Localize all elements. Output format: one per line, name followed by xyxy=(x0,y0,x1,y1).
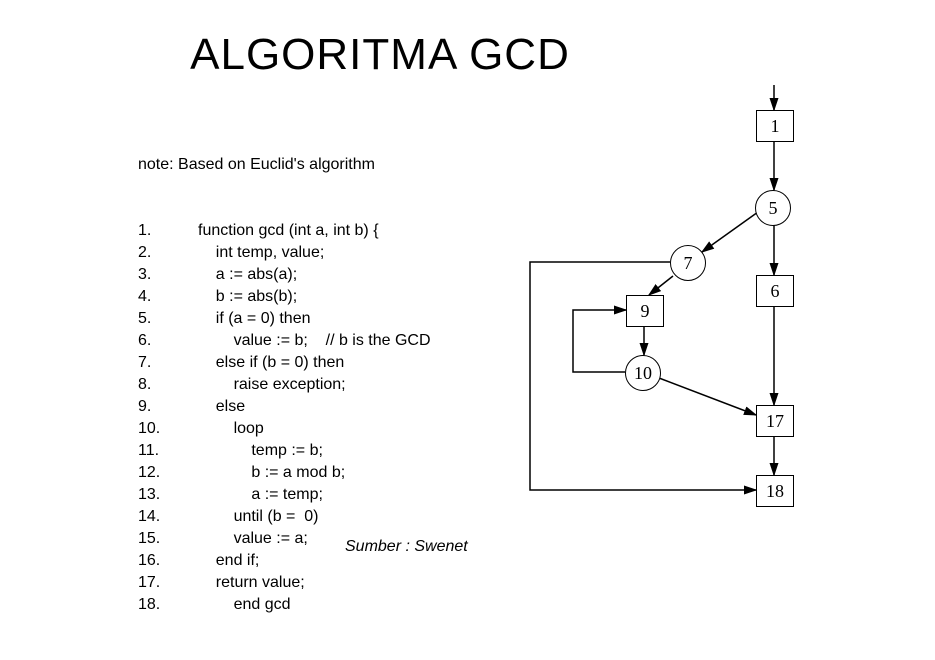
flow-node-1: 1 xyxy=(756,110,794,142)
flow-node-10: 10 xyxy=(625,355,661,391)
page: ALGORITMA GCD note: Based on Euclid's al… xyxy=(0,0,935,612)
flow-node-18: 18 xyxy=(756,475,794,507)
flow-node-5: 5 xyxy=(755,190,791,226)
flow-edge xyxy=(702,212,758,252)
flow-node-7: 7 xyxy=(670,245,706,281)
flow-node-9: 9 xyxy=(626,295,664,327)
flow-edge xyxy=(649,276,673,295)
flow-node-6: 6 xyxy=(756,275,794,307)
flow-edge xyxy=(659,378,756,415)
flow-edge xyxy=(573,310,626,372)
flowchart-edges xyxy=(0,0,935,612)
flow-node-17: 17 xyxy=(756,405,794,437)
